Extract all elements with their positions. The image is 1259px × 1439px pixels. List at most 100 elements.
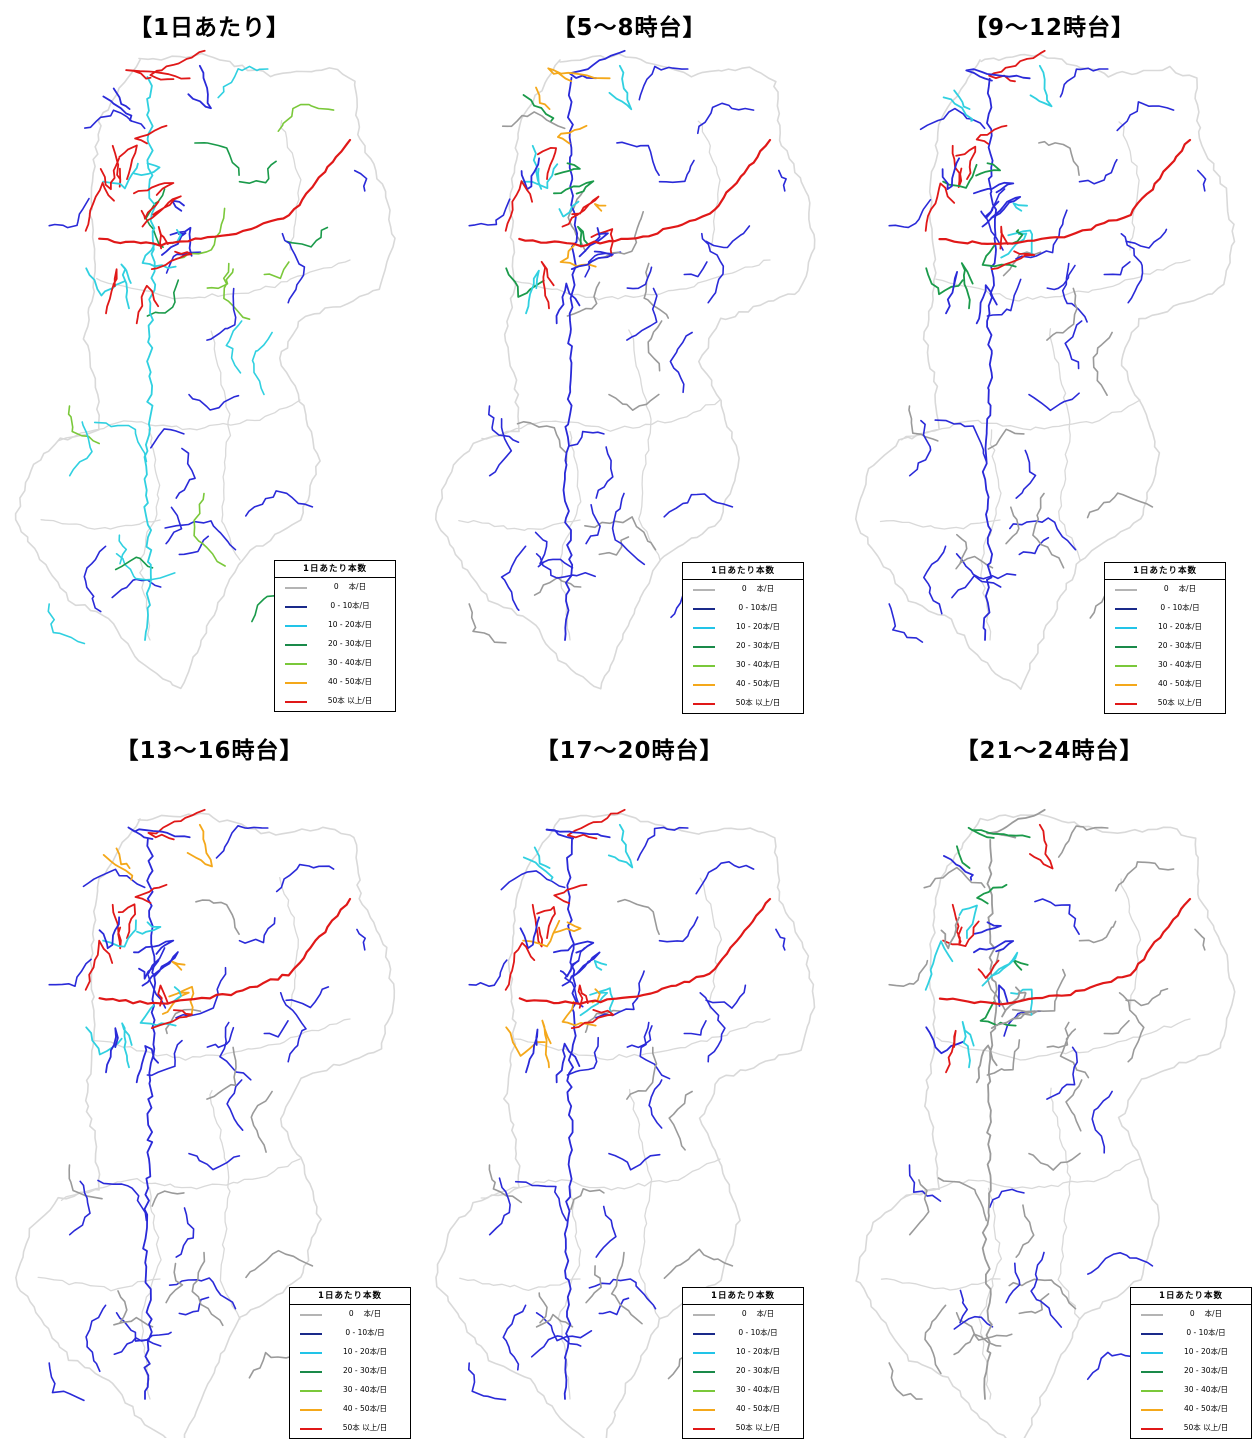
bus-route xyxy=(908,405,939,442)
legend-row: 10 - 20本/日 xyxy=(275,616,395,635)
bus-route xyxy=(973,921,1002,935)
bus-route xyxy=(164,520,237,551)
municipal-boundary xyxy=(92,1018,351,1061)
legend-swatch xyxy=(1141,1333,1163,1335)
bus-route xyxy=(647,320,663,372)
prefecture-boundary xyxy=(855,813,1236,1438)
bus-route xyxy=(68,421,93,477)
bus-route xyxy=(226,1079,244,1131)
map-layer xyxy=(435,49,816,690)
municipal-boundary xyxy=(900,1158,1141,1201)
bus-route xyxy=(705,225,751,249)
bus-route xyxy=(955,145,977,180)
bus-route xyxy=(1092,331,1113,396)
bus-route xyxy=(134,883,168,904)
bus-route xyxy=(975,1044,998,1084)
legend: 1日あたり本数 0 本/日 0 - 10本/日 10 - 20本/日 20 - 30本/… xyxy=(1130,1287,1252,1439)
bus-route xyxy=(976,883,1008,905)
municipal-boundary xyxy=(935,259,1191,302)
municipal-boundary xyxy=(1120,878,1142,1010)
legend-swatch xyxy=(693,1428,715,1430)
bus-route xyxy=(941,157,960,191)
bus-route xyxy=(125,69,191,80)
bus-route xyxy=(1009,517,1077,551)
bus-route xyxy=(568,430,605,447)
legend-swatch xyxy=(300,1314,322,1316)
bus-route xyxy=(554,162,581,176)
bus-route xyxy=(82,868,146,889)
bus-route xyxy=(121,1022,133,1069)
route-map xyxy=(435,808,816,1438)
bus-route xyxy=(888,199,932,229)
bus-route xyxy=(238,160,277,184)
bus-route xyxy=(959,1289,968,1324)
bus-route xyxy=(275,863,335,893)
route-map xyxy=(435,49,816,690)
bus-route xyxy=(1091,1090,1113,1154)
bus-route xyxy=(516,421,568,463)
bus-route xyxy=(1086,492,1154,519)
legend-label: 50本 以上/日 xyxy=(735,698,781,707)
legend-label: 50本 以上/日 xyxy=(342,1423,388,1432)
bus-route xyxy=(705,984,747,1009)
legend-swatch xyxy=(693,608,715,610)
bus-route xyxy=(248,1351,293,1379)
bus-route xyxy=(617,898,660,935)
legend-label: 10 - 20本/日 xyxy=(1183,1347,1229,1356)
bus-route xyxy=(608,1152,661,1171)
legend-swatch xyxy=(300,1409,322,1411)
bus-route xyxy=(188,393,240,411)
bus-route xyxy=(215,825,269,859)
bus-route xyxy=(683,1020,707,1036)
legend-swatch xyxy=(285,606,307,608)
bus-route xyxy=(638,65,689,101)
bus-route xyxy=(141,195,182,228)
legend-swatch xyxy=(693,1371,715,1373)
bus-route xyxy=(225,320,243,374)
bus-route xyxy=(501,111,566,130)
panel-title: 【13～16時台】 xyxy=(115,738,304,764)
bus-route xyxy=(135,1045,159,1084)
bus-route xyxy=(591,227,601,245)
bus-route xyxy=(1103,1019,1130,1035)
prefecture-boundary xyxy=(14,52,396,690)
legend-label: 20 - 30本/日 xyxy=(1183,1366,1229,1375)
legend-swatch xyxy=(693,1409,715,1411)
legend-label: 50本 以上/日 xyxy=(327,696,373,705)
bus-route xyxy=(561,951,601,987)
municipal-boundary xyxy=(139,428,161,641)
bus-route xyxy=(149,49,206,81)
bus-route xyxy=(937,1177,988,1222)
bus-route xyxy=(566,1036,599,1076)
bus-route xyxy=(98,916,120,950)
bus-route xyxy=(940,916,960,950)
bus-route xyxy=(981,196,1022,228)
municipal-boundary xyxy=(37,1276,161,1292)
bus-route xyxy=(171,199,185,212)
bus-route xyxy=(1034,898,1080,935)
bus-route xyxy=(1012,959,1029,971)
legend-row: 0 本/日 xyxy=(1105,580,1225,599)
bus-route xyxy=(1087,1252,1154,1275)
bus-route xyxy=(171,986,182,1004)
legend-swatch xyxy=(285,644,307,646)
map-layer xyxy=(14,49,396,690)
bus-route xyxy=(639,1021,671,1080)
municipal-boundary xyxy=(280,119,302,251)
legend-label: 0 本/日 xyxy=(348,1309,382,1318)
legend-swatch xyxy=(300,1333,322,1335)
bus-route xyxy=(102,919,137,948)
bus-route xyxy=(83,545,107,613)
bus-route xyxy=(1008,1278,1077,1310)
legend-row: 0 - 10本/日 xyxy=(275,597,395,616)
bus-route xyxy=(105,1027,119,1074)
bus-route xyxy=(975,162,1001,177)
bus-route xyxy=(611,492,646,566)
bus-route xyxy=(186,823,213,868)
legend-row: 30 - 40本/日 xyxy=(275,654,395,673)
bus-route xyxy=(520,157,540,191)
bus-route xyxy=(468,959,508,987)
panel-evening: 【17～20時台】 1日あたり本数 0 本/日 0 - 10本/日 10 - 20本/… xyxy=(420,719,839,1439)
bus-route-trunk xyxy=(938,897,1192,1006)
bus-route xyxy=(1059,67,1109,98)
